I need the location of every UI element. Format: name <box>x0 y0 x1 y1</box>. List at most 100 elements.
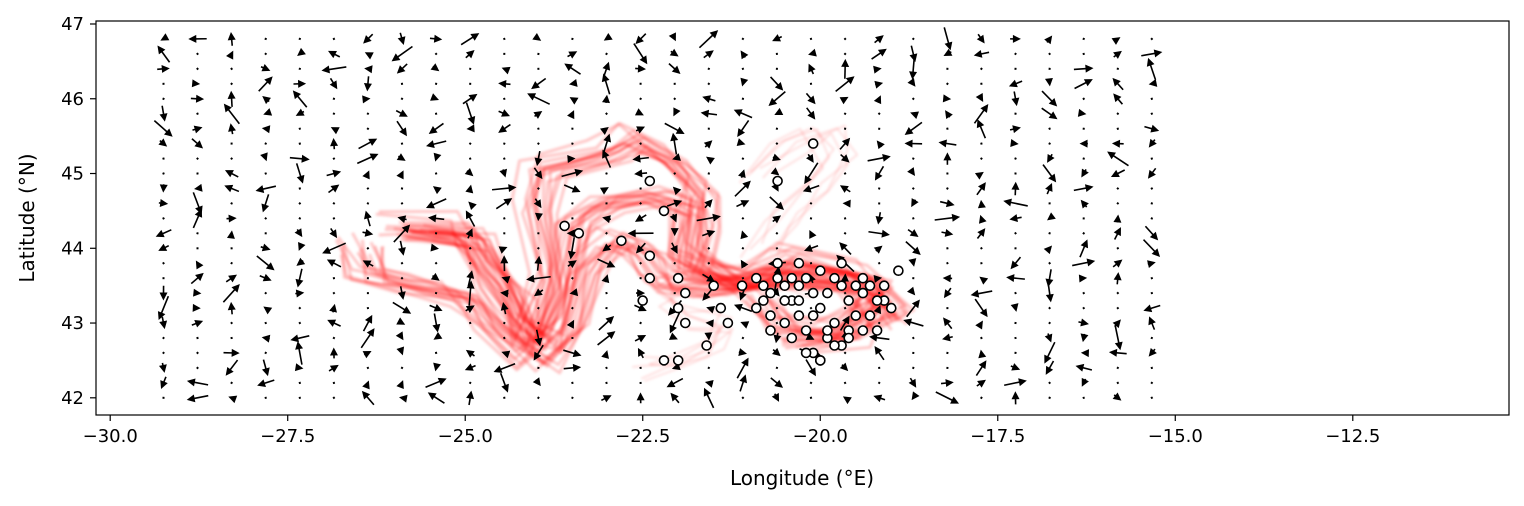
vector-arrow <box>298 187 302 190</box>
vector-arrow <box>873 275 883 283</box>
vector-arrow <box>191 79 201 88</box>
vector-arrow <box>809 321 813 325</box>
data-point <box>850 310 862 321</box>
vector-arrow <box>1082 37 1085 41</box>
vector-arrow <box>426 140 447 149</box>
vector-arrow <box>230 381 233 385</box>
vector-arrow <box>398 240 406 256</box>
vector-arrow <box>1006 274 1025 283</box>
vector-arrow <box>946 127 949 130</box>
vector-arrow <box>741 216 745 220</box>
vector-arrow <box>703 50 714 59</box>
vector-arrow <box>223 348 240 357</box>
vector-arrow <box>603 32 613 41</box>
vector-arrow <box>672 186 682 196</box>
vector-arrow <box>707 261 711 265</box>
vector-arrow <box>466 124 475 133</box>
vector-arrow <box>259 273 272 282</box>
vector-arrow <box>326 169 342 178</box>
vector-arrow <box>843 172 847 175</box>
vector-arrow <box>673 351 676 355</box>
vector-arrow <box>362 260 374 268</box>
vector-arrow <box>636 392 645 404</box>
vector-arrow <box>396 317 406 325</box>
vector-arrow <box>533 198 542 209</box>
vector-arrow <box>706 156 715 165</box>
vector-arrow <box>360 328 375 349</box>
vector-arrow <box>736 138 746 146</box>
vector-arrow <box>532 377 541 387</box>
x-tick-label: −27.5 <box>260 426 315 447</box>
vector-arrow <box>878 202 881 205</box>
vector-arrow <box>158 199 169 207</box>
vector-arrow <box>230 202 233 205</box>
vector-arrow <box>1148 347 1157 357</box>
vector-arrow <box>707 127 710 130</box>
vector-arrow <box>740 230 749 240</box>
vector-arrow <box>295 163 305 184</box>
vector-arrow <box>498 123 511 133</box>
vector-arrow <box>327 319 341 327</box>
vector-arrow <box>290 334 310 343</box>
y-tick-label: 44 <box>61 238 84 259</box>
vector-arrow <box>843 217 847 220</box>
vector-arrow <box>775 246 779 250</box>
vector-arrow <box>434 232 438 235</box>
vector-arrow <box>843 112 847 116</box>
vector-arrow <box>979 67 983 71</box>
vector-arrow <box>1113 227 1121 240</box>
vector-arrow <box>162 336 165 340</box>
vector-arrow <box>1111 37 1121 45</box>
vector-arrow <box>597 258 616 268</box>
vector-arrow <box>534 255 543 271</box>
vector-arrow <box>503 157 506 160</box>
vector-arrow <box>567 110 575 120</box>
vector-arrow <box>1045 360 1055 375</box>
vector-arrow <box>297 47 306 56</box>
vector-arrow <box>1113 214 1122 223</box>
vector-arrow <box>733 109 753 119</box>
vector-arrow <box>911 37 915 41</box>
vector-arrow <box>159 184 168 193</box>
vector-arrow <box>427 392 445 404</box>
vector-arrow <box>230 247 233 250</box>
vector-arrow <box>186 378 209 387</box>
vector-arrow <box>493 363 516 373</box>
vector-arrow <box>264 351 268 355</box>
vector-arrow <box>162 261 165 265</box>
vector-arrow <box>396 170 404 180</box>
vector-arrow <box>839 137 851 150</box>
vector-arrow <box>534 212 543 222</box>
vector-arrow <box>1014 52 1017 56</box>
vector-arrow <box>1044 77 1053 87</box>
vector-arrow <box>328 50 341 59</box>
vector-arrow <box>196 112 199 115</box>
vector-arrow <box>1010 256 1022 270</box>
vector-arrow <box>906 299 920 318</box>
vector-arrow <box>289 154 310 163</box>
vector-arrow <box>839 362 849 372</box>
vector-arrow <box>1014 351 1017 355</box>
vector-arrow <box>912 217 915 220</box>
vector-arrow <box>1150 276 1154 280</box>
vector-arrow <box>264 396 267 400</box>
vector-arrow <box>704 332 713 341</box>
vector-arrow <box>162 172 165 175</box>
vector-arrow <box>264 291 268 295</box>
data-point <box>857 272 869 284</box>
vector-arrow <box>912 351 915 354</box>
vector-arrow <box>636 289 646 298</box>
vector-arrow <box>537 306 540 310</box>
vector-arrow <box>321 65 347 74</box>
vector-arrow <box>561 168 584 178</box>
vector-arrow <box>1048 381 1052 385</box>
vector-arrow <box>571 276 574 280</box>
vector-arrow <box>1003 198 1028 207</box>
vector-arrow <box>809 82 813 85</box>
vector-arrow <box>1045 269 1054 288</box>
vector-arrow <box>945 110 953 120</box>
vector-arrow <box>155 229 172 238</box>
vector-arrow <box>736 200 750 208</box>
vector-arrow <box>738 169 746 179</box>
vector-arrow <box>639 277 642 280</box>
